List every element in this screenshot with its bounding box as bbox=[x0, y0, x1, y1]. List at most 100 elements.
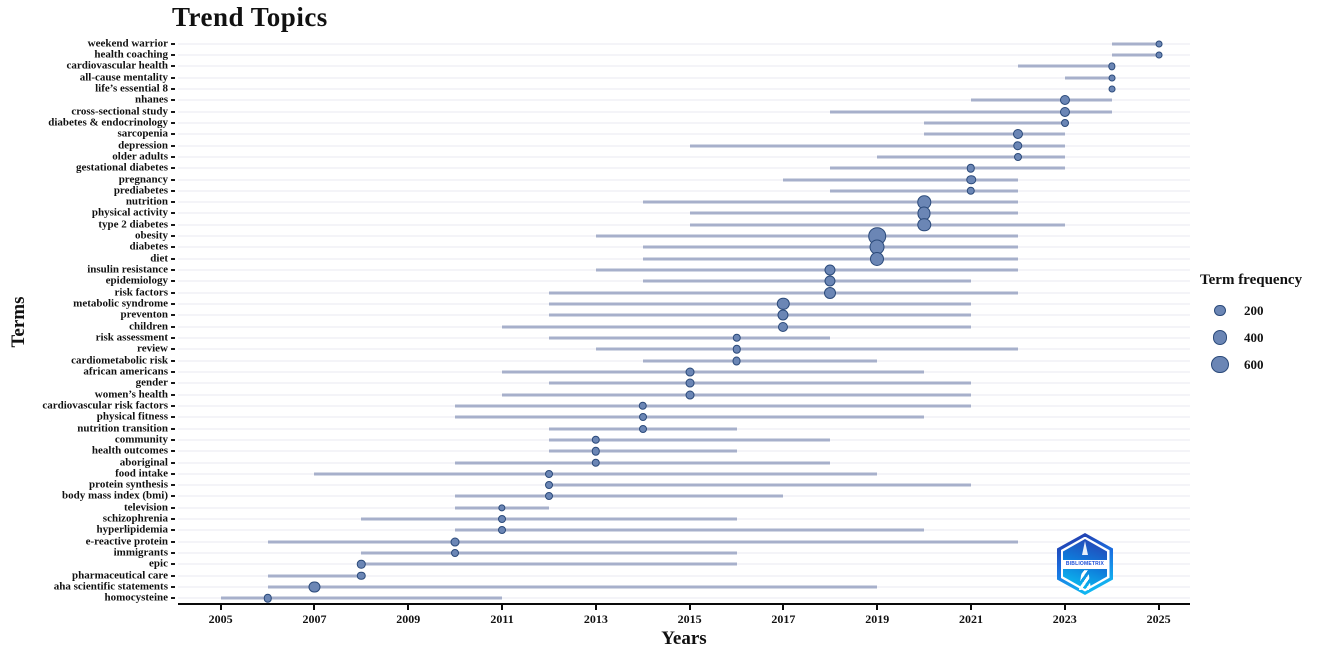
term-range-line bbox=[783, 178, 1018, 181]
term-label: type 2 diabetes bbox=[98, 218, 168, 231]
term-label: obesity bbox=[135, 229, 168, 242]
x-tick-mark bbox=[782, 605, 785, 610]
row-gridline bbox=[178, 179, 1190, 180]
legend-bubble-box bbox=[1208, 355, 1232, 374]
y-tick-mark bbox=[171, 597, 175, 600]
y-tick-mark bbox=[171, 110, 175, 113]
y-tick-mark bbox=[171, 223, 175, 226]
term-range-line bbox=[689, 223, 1065, 227]
term-label: women’s health bbox=[94, 388, 168, 401]
term-label: cross-sectional study bbox=[71, 105, 168, 118]
term-label: schizophrenia bbox=[102, 512, 168, 525]
term-dot bbox=[777, 297, 790, 311]
term-dot bbox=[732, 345, 741, 354]
term-dot bbox=[870, 251, 885, 266]
x-tick-label: 2007 bbox=[302, 612, 327, 626]
term-range-line bbox=[548, 381, 971, 385]
term-dot bbox=[357, 560, 366, 569]
y-tick-mark bbox=[171, 438, 175, 441]
term-range-line bbox=[970, 98, 1112, 102]
term-range-line bbox=[314, 472, 878, 476]
legend-bubble-box bbox=[1208, 330, 1232, 345]
row-gridline bbox=[178, 190, 1190, 192]
term-range-line bbox=[548, 336, 831, 340]
y-tick-mark bbox=[171, 212, 175, 215]
legend-bubble-icon bbox=[1211, 355, 1229, 374]
y-tick-mark bbox=[171, 529, 175, 532]
y-tick-mark bbox=[171, 42, 175, 45]
y-tick-mark bbox=[171, 201, 175, 204]
row-gridline bbox=[178, 575, 1190, 577]
row-gridline bbox=[178, 597, 1190, 599]
y-tick-mark bbox=[171, 574, 175, 577]
term-dot bbox=[1013, 140, 1023, 151]
term-dot bbox=[591, 446, 601, 456]
y-tick-mark bbox=[171, 370, 175, 373]
term-range-line bbox=[361, 517, 737, 521]
term-range-line bbox=[1111, 53, 1159, 57]
term-range-line bbox=[267, 585, 878, 589]
y-tick-mark bbox=[171, 563, 175, 566]
term-range-line bbox=[595, 234, 1018, 238]
y-tick-mark bbox=[171, 314, 175, 317]
term-dot bbox=[498, 504, 506, 512]
term-range-line bbox=[220, 596, 503, 600]
term-dot bbox=[450, 537, 460, 547]
bibliometrix-logo: BIBLIOMETRIX bbox=[1057, 533, 1113, 595]
term-dot bbox=[777, 309, 789, 321]
legend-bubble-icon bbox=[1214, 304, 1226, 317]
term-label: aboriginal bbox=[119, 456, 168, 468]
row-gridline bbox=[178, 145, 1190, 147]
y-tick-mark bbox=[171, 518, 175, 521]
y-tick-mark bbox=[171, 540, 175, 543]
y-tick-mark bbox=[171, 155, 175, 158]
row-gridline bbox=[178, 77, 1190, 79]
term-label: cardiovascular health bbox=[66, 59, 168, 72]
term-dot bbox=[685, 367, 695, 377]
term-dot bbox=[1059, 95, 1070, 106]
x-tick-mark bbox=[969, 605, 972, 610]
y-tick-mark bbox=[171, 325, 175, 328]
y-tick-mark bbox=[171, 235, 175, 238]
y-tick-mark bbox=[171, 246, 175, 249]
term-dot bbox=[498, 515, 507, 524]
term-range-line bbox=[502, 370, 925, 374]
term-label: depression bbox=[118, 139, 168, 152]
legend-value-label: 600 bbox=[1244, 356, 1264, 372]
y-tick-mark bbox=[171, 472, 175, 475]
legend-item: 200 bbox=[1200, 297, 1325, 324]
term-label: physical fitness bbox=[96, 410, 168, 423]
x-tick-mark bbox=[219, 605, 222, 610]
term-label: aha scientific statements bbox=[53, 580, 168, 593]
term-label: homocysteine bbox=[104, 591, 168, 604]
x-tick-mark bbox=[688, 605, 691, 610]
term-label: older adults bbox=[112, 150, 168, 163]
y-tick-mark bbox=[171, 121, 175, 124]
term-label: gestational diabetes bbox=[76, 161, 168, 174]
x-axis: 2005 2007 2009 2011 2013 2015 2017 2019 2021 2023… bbox=[178, 605, 1190, 645]
term-label: preventon bbox=[120, 308, 168, 321]
term-range-line bbox=[548, 438, 831, 442]
row-gridline bbox=[178, 111, 1190, 113]
term-range-line bbox=[830, 166, 1065, 170]
term-dot bbox=[824, 264, 836, 276]
row-gridline bbox=[178, 167, 1190, 169]
term-label: diabetes bbox=[129, 240, 169, 253]
term-range-line bbox=[455, 461, 831, 464]
y-tick-mark bbox=[171, 348, 175, 351]
row-gridline bbox=[178, 43, 1190, 45]
y-tick-mark bbox=[171, 144, 175, 147]
term-label: review bbox=[137, 342, 168, 355]
term-dot bbox=[1060, 118, 1069, 127]
plot-area bbox=[171, 38, 1190, 604]
term-dot bbox=[966, 163, 976, 173]
term-range-line bbox=[267, 574, 362, 578]
y-axis-labels: weekend warrior health coaching cardiovasc… bbox=[0, 38, 168, 604]
x-tick-mark bbox=[594, 605, 597, 610]
legend-bubble-box bbox=[1208, 304, 1232, 317]
term-label: diabetes & endocrinology bbox=[48, 116, 168, 129]
term-dot bbox=[824, 286, 837, 299]
term-dot bbox=[966, 186, 976, 196]
term-label: epic bbox=[149, 557, 168, 570]
